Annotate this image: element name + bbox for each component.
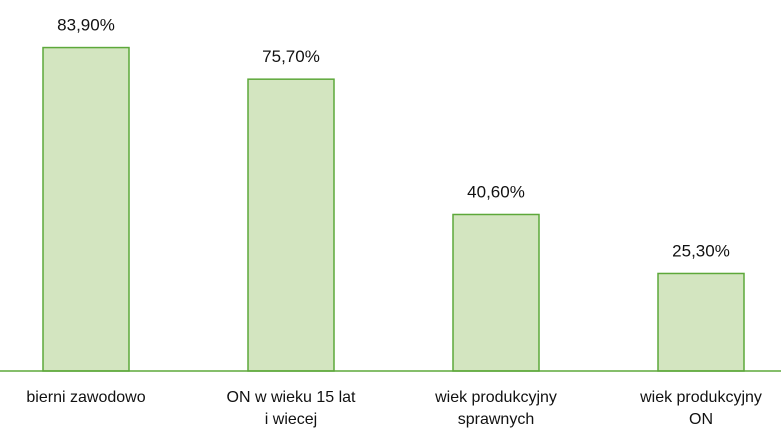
category-label-line: bierni zawodowo bbox=[26, 389, 145, 406]
data-label-0: 83,90% bbox=[57, 16, 115, 35]
category-label-line: ON w wieku 15 lat bbox=[227, 389, 356, 406]
category-label-line: sprawnych bbox=[458, 411, 534, 428]
bars-group bbox=[42, 46, 745, 372]
category-label-line: wiek produkcyjny bbox=[639, 389, 762, 406]
bar-2 bbox=[452, 213, 540, 372]
bar-3 bbox=[657, 272, 745, 372]
bar-0 bbox=[42, 46, 130, 372]
category-label-3: wiek produkcyjny ON bbox=[639, 389, 762, 428]
bar-1 bbox=[247, 78, 335, 372]
category-label-line: ON bbox=[689, 411, 713, 428]
category-label-line: i wiecej bbox=[265, 411, 317, 428]
data-label-3: 25,30% bbox=[672, 241, 730, 260]
category-labels-group: bierni zawodowo ON w wieku 15 lat i wiecej… bbox=[26, 389, 762, 428]
category-label-0: bierni zawodowo bbox=[26, 389, 145, 406]
category-label-line: wiek produkcyjny bbox=[434, 389, 557, 406]
category-label-2: wiek produkcyjny sprawnych bbox=[434, 389, 557, 428]
data-label-2: 40,60% bbox=[467, 182, 525, 201]
data-label-1: 75,70% bbox=[262, 47, 320, 66]
category-label-1: ON w wieku 15 lat i wiecej bbox=[227, 389, 356, 428]
data-labels-group: 83,90% 75,70% 40,60% 25,30% bbox=[57, 16, 730, 261]
